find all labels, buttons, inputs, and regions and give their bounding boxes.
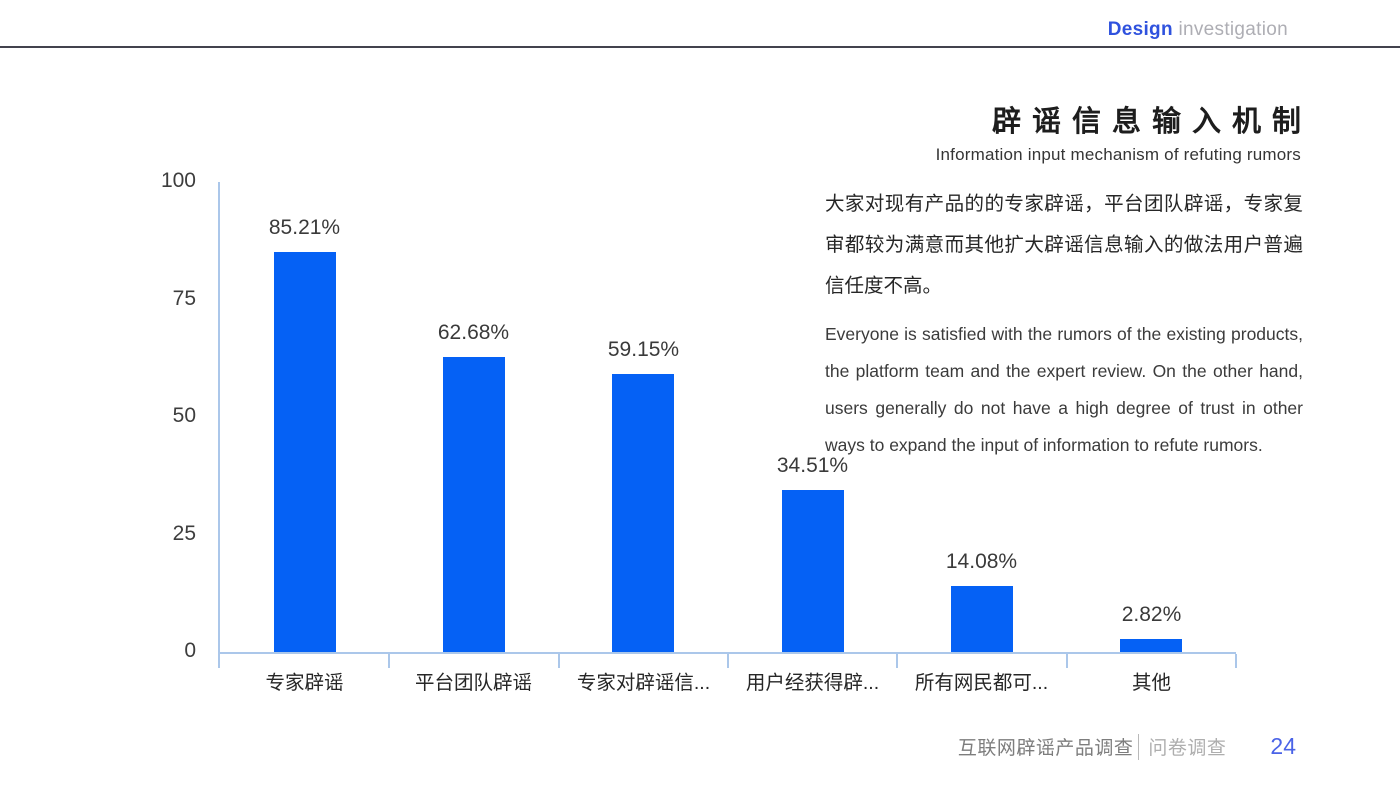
bar-value-label: 2.82% bbox=[1121, 603, 1182, 626]
x-axis-label: 其他 bbox=[1131, 672, 1171, 694]
chart-bar bbox=[951, 586, 1013, 652]
x-axis-label: 平台团队辟谣 bbox=[414, 672, 532, 694]
x-axis-label: 专家辟谣 bbox=[265, 672, 344, 694]
chart-bar bbox=[274, 252, 336, 652]
footer: 互联网辟谣产品调查 问卷调查 24 bbox=[958, 733, 1296, 760]
header-brand: Design investigation bbox=[1108, 19, 1288, 41]
y-axis-label: 25 bbox=[172, 522, 196, 545]
x-axis-tick bbox=[388, 654, 390, 668]
x-axis-tick bbox=[1066, 654, 1068, 668]
bar-value-label: 14.08% bbox=[945, 550, 1018, 573]
chart-bar bbox=[612, 374, 674, 652]
description-en: Everyone is satisfied with the rumors of… bbox=[825, 324, 1303, 455]
y-axis-label: 75 bbox=[172, 287, 196, 310]
bar-value-label: 34.51% bbox=[776, 454, 849, 477]
brand-primary-text: Design bbox=[1107, 19, 1173, 40]
description-block: 大家对现有产品的的专家辟谣，平台团队辟谣，专家复审都较为满意而其他扩大辟谣信息输… bbox=[825, 184, 1303, 464]
y-axis-label: 100 bbox=[160, 169, 196, 192]
x-axis-line bbox=[220, 652, 1236, 654]
brand-secondary-text: investigation bbox=[1178, 19, 1288, 40]
chart-bar bbox=[443, 357, 505, 652]
x-axis-tick bbox=[1235, 654, 1237, 668]
chart-bar bbox=[782, 490, 844, 652]
footer-survey-title: 互联网辟谣产品调查 bbox=[957, 738, 1134, 759]
bar-value-label: 59.15% bbox=[607, 338, 680, 361]
bar-value-label: 85.21% bbox=[268, 216, 341, 239]
page-title-en: Information input mechanism of refuting … bbox=[935, 145, 1301, 164]
chart-bar bbox=[1120, 639, 1182, 652]
page-title-zh: 辟谣信息输入机制 bbox=[991, 106, 1312, 138]
footer-survey-type: 问卷调查 bbox=[1148, 738, 1227, 759]
x-axis-label: 用户经获得辟... bbox=[745, 672, 880, 694]
title-block: 辟谣信息输入机制 Information input mechanism of … bbox=[936, 98, 1301, 165]
x-axis-tick bbox=[558, 654, 560, 668]
page-number: 24 bbox=[1270, 733, 1296, 759]
x-axis-tick bbox=[727, 654, 729, 668]
x-axis-label: 专家对辟谣信... bbox=[576, 672, 711, 694]
x-axis-tick bbox=[896, 654, 898, 668]
header-divider-line bbox=[0, 46, 1400, 48]
footer-separator bbox=[1138, 733, 1140, 760]
description-zh: 大家对现有产品的的专家辟谣，平台团队辟谣，专家复审都较为满意而其他扩大辟谣信息输… bbox=[825, 193, 1303, 297]
bar-value-label: 62.68% bbox=[437, 321, 510, 344]
y-axis-label: 50 bbox=[172, 404, 196, 427]
y-axis-label: 0 bbox=[184, 639, 196, 662]
x-axis-label: 所有网民都可... bbox=[914, 672, 1049, 694]
y-axis-line bbox=[218, 182, 220, 668]
